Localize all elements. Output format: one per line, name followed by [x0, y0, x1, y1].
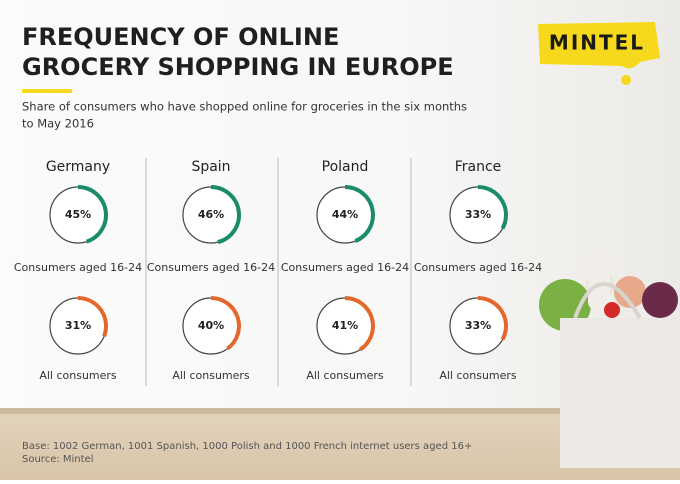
country-label: Germany: [46, 159, 110, 175]
footer-base: Base: 1002 German, 1001 Spanish, 1000 Po…: [22, 441, 472, 452]
subtitle-line: to May 2016: [22, 117, 94, 131]
donut-arc: [344, 185, 375, 243]
value-label: 45%: [65, 208, 91, 221]
donut-arc: [77, 185, 108, 244]
value-label: 40%: [198, 319, 224, 332]
title-line: FREQUENCY OF ONLINE: [22, 23, 339, 51]
series-label: All consumers: [172, 369, 250, 382]
value-label: 33%: [465, 319, 491, 332]
donut-arc: [477, 185, 508, 230]
donut-arc: [210, 296, 241, 351]
logo-dot: [621, 75, 631, 85]
title-underline: [22, 89, 72, 93]
table-edge: [0, 408, 680, 414]
grocery-bag: [539, 250, 680, 468]
title-line: GROCERY SHOPPING IN EUROPE: [22, 53, 454, 81]
logo-badge: [538, 22, 660, 69]
logo: MINTEL: [549, 31, 645, 55]
donut-arc: [344, 296, 375, 352]
value-label: 41%: [332, 319, 358, 332]
value-label: 33%: [465, 208, 491, 221]
donut-arc: [477, 296, 508, 341]
value-label: 44%: [332, 208, 358, 221]
series-label: All consumers: [306, 369, 384, 382]
series-label: Consumers aged 16-24: [147, 261, 275, 274]
series-label: All consumers: [439, 369, 517, 382]
series-label: Consumers aged 16-24: [14, 261, 142, 274]
country-label: Spain: [191, 159, 230, 175]
value-label: 46%: [198, 208, 224, 221]
donut-arc: [77, 296, 108, 338]
footer-source: Source: Mintel: [22, 454, 94, 465]
subtitle-line: Share of consumers who have shopped onli…: [22, 100, 467, 114]
value-label: 31%: [65, 319, 91, 332]
series-label: Consumers aged 16-24: [414, 261, 542, 274]
country-label: France: [455, 159, 502, 175]
series-label: All consumers: [39, 369, 117, 382]
series-label: Consumers aged 16-24: [281, 261, 409, 274]
donut-arc: [210, 185, 241, 245]
country-label: Poland: [322, 159, 369, 175]
